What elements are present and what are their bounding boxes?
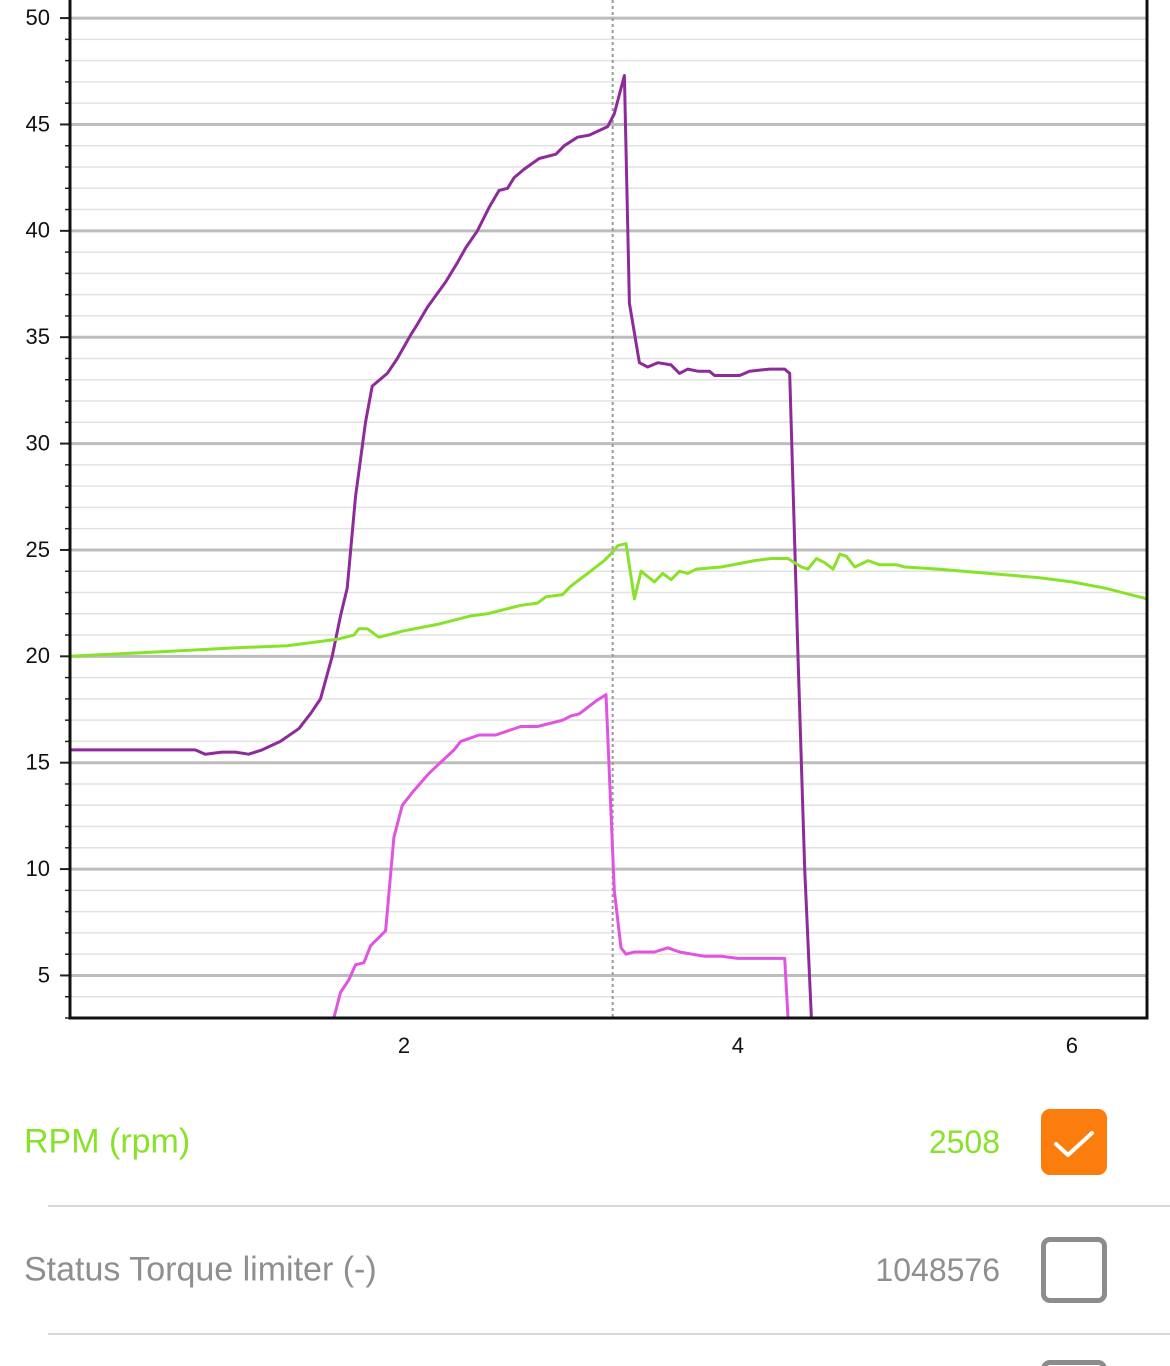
channel-value: 2508 bbox=[928, 1124, 1000, 1160]
separator bbox=[48, 1205, 1170, 1207]
channel-label: Status Torque limiter (-) bbox=[24, 1250, 377, 1289]
checkbox[interactable] bbox=[1041, 1109, 1107, 1175]
y-tick-label: 30 bbox=[26, 430, 50, 455]
channel-row[interactable]: Status Torque limiter (-) 1048576 bbox=[0, 1206, 1170, 1334]
check-icon bbox=[1054, 1131, 1094, 1157]
channel-label: RPM (rpm) bbox=[24, 1122, 191, 1161]
plot-frame bbox=[68, 0, 1149, 1020]
chart: 5 10 15 20 25 30 35 40 45 50 2 4 6 bbox=[26, 0, 1149, 1058]
y-tick-label: 10 bbox=[26, 856, 50, 881]
channel-row[interactable]: RPM (rpm) 2508 bbox=[0, 1078, 1170, 1206]
series-line bbox=[70, 74, 813, 1019]
y-tick-label: 35 bbox=[26, 324, 50, 349]
y-tick-label: 20 bbox=[26, 643, 50, 668]
separator bbox=[48, 1333, 1170, 1335]
x-tick-label: 4 bbox=[732, 1033, 744, 1058]
y-tick-label: 40 bbox=[26, 218, 50, 243]
y-tick-label: 45 bbox=[26, 111, 50, 136]
y-tick-label: 50 bbox=[26, 5, 50, 30]
x-tick-label: 6 bbox=[1066, 1033, 1078, 1058]
checkbox[interactable] bbox=[1041, 1237, 1107, 1303]
y-tick-label: 25 bbox=[26, 537, 50, 562]
y-tick-label: 15 bbox=[26, 750, 50, 775]
channel-value: 1048576 bbox=[875, 1252, 1000, 1288]
y-tick-label: 5 bbox=[38, 962, 50, 987]
checkbox[interactable] bbox=[1041, 1360, 1107, 1366]
x-tick-label: 2 bbox=[398, 1033, 410, 1058]
series-line bbox=[69, 542, 1148, 658]
series-line bbox=[332, 693, 790, 1019]
